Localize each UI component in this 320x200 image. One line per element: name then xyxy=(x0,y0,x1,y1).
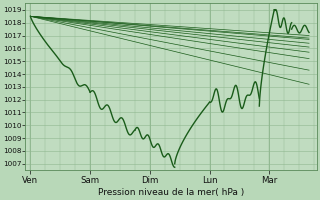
X-axis label: Pression niveau de la mer( hPa ): Pression niveau de la mer( hPa ) xyxy=(98,188,244,197)
